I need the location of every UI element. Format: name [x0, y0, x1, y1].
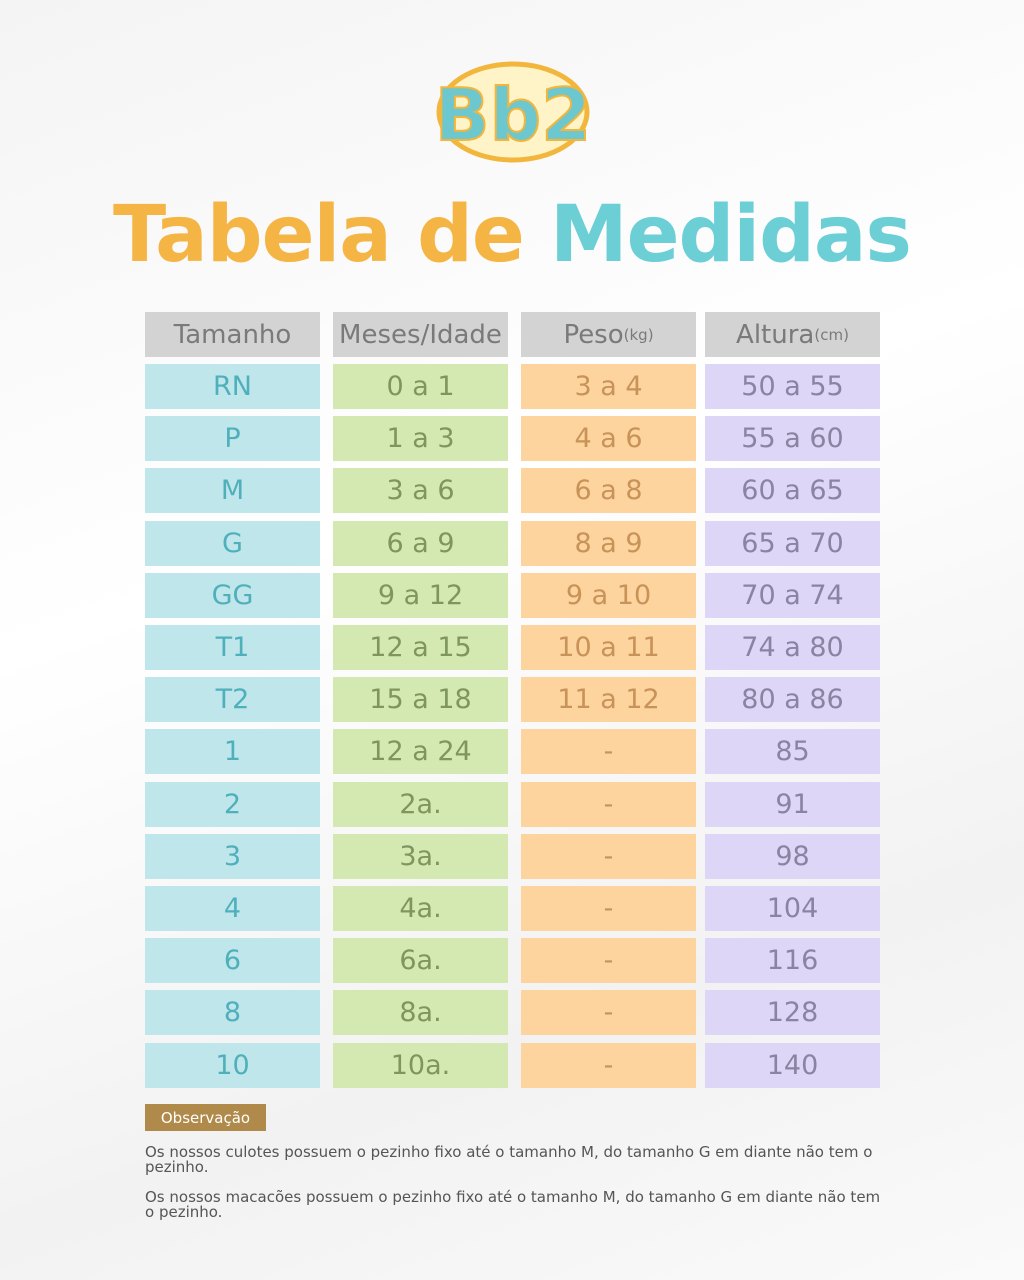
logo: Bb2: [434, 61, 592, 163]
logo-ring: [436, 61, 590, 163]
table-cell: 70 a 74: [705, 572, 880, 618]
table-cell: 0 a 1: [333, 364, 508, 409]
title-word: Medidas: [549, 190, 912, 280]
table-cell: 4 a 6: [521, 416, 696, 462]
table-cell: 9 a 12: [333, 572, 508, 618]
table-cell: 8 a 9: [521, 520, 696, 566]
table-cell: 85: [705, 729, 880, 775]
table-cell: 55 a 60: [705, 416, 880, 462]
table-cell: T2: [145, 677, 320, 723]
table-cell: 80 a 86: [705, 677, 880, 723]
table-cell: -: [521, 1042, 696, 1088]
table-cell: 50 a 55: [705, 364, 880, 409]
table-cell: 6 a 8: [521, 468, 696, 514]
table-cell: 65 a 70: [705, 520, 880, 566]
table-cell: 60 a 65: [705, 468, 880, 514]
table-cell: 10 a 11: [521, 625, 696, 670]
note: Os nossos macacões possuem o pezinho fix…: [145, 1188, 881, 1221]
table-cell: 116: [705, 938, 880, 984]
table-cell: 4a.: [333, 886, 508, 931]
table-cell: 3a.: [333, 833, 508, 879]
table-cell: M: [145, 468, 320, 514]
column-header: Meses/Idade: [333, 312, 508, 357]
table-cell: 2a.: [333, 781, 508, 827]
table-cell: GG: [145, 572, 320, 618]
table-cell: 140: [705, 1042, 880, 1088]
table-cell: 74 a 80: [705, 625, 880, 670]
table-cell: 6 a 9: [333, 520, 508, 566]
table-cell: 91: [705, 781, 880, 827]
header-unit: (cm): [814, 325, 849, 344]
note: Os nossos culotes possuem o pezinho fixo…: [145, 1143, 873, 1176]
table-cell: 10a.: [333, 1042, 508, 1088]
note-label: Observação: [145, 1104, 266, 1131]
table-cell: 98: [705, 833, 880, 879]
table-cell: 3 a 6: [333, 468, 508, 514]
table-cell: 3: [145, 833, 320, 879]
table-cell: 9 a 10: [521, 572, 696, 618]
table-cell: P: [145, 416, 320, 462]
column-header: Peso (kg): [521, 312, 696, 357]
table-cell: 6a.: [333, 938, 508, 984]
table-cell: 10: [145, 1042, 320, 1088]
column-header: Altura (cm): [705, 312, 880, 357]
header-text: Tamanho: [173, 319, 292, 350]
table-cell: 8a.: [333, 990, 508, 1036]
table-cell: 4: [145, 886, 320, 931]
table-cell: G: [145, 520, 320, 566]
table-cell: -: [521, 833, 696, 879]
table-cell: 15 a 18: [333, 677, 508, 723]
table-cell: -: [521, 781, 696, 827]
table-cell: -: [521, 886, 696, 931]
title: Tabela de Medidas: [0, 190, 1024, 280]
table-cell: 1 a 3: [333, 416, 508, 462]
table-cell: -: [521, 729, 696, 775]
table-cell: 1: [145, 729, 320, 775]
logo-text: Bb2: [435, 73, 592, 157]
title-word: de: [417, 190, 525, 280]
table-cell: 104: [705, 886, 880, 931]
table-cell: -: [521, 938, 696, 984]
header-unit: (kg): [623, 325, 654, 344]
header-text: Peso: [563, 319, 624, 350]
table-cell: 11 a 12: [521, 677, 696, 723]
table-cell: 12 a 15: [333, 625, 508, 670]
title-word: Tabela: [113, 190, 392, 280]
table-cell: T1: [145, 625, 320, 670]
header-text: Meses/Idade: [339, 319, 502, 350]
table-cell: 6: [145, 938, 320, 984]
header-text: Altura: [736, 319, 815, 350]
table-cell: 128: [705, 990, 880, 1036]
table-cell: 3 a 4: [521, 364, 696, 409]
table-cell: 2: [145, 781, 320, 827]
table-cell: RN: [145, 364, 320, 409]
column-header: Tamanho: [145, 312, 320, 357]
table-cell: 12 a 24: [333, 729, 508, 775]
table-cell: 8: [145, 990, 320, 1036]
table-cell: -: [521, 990, 696, 1036]
